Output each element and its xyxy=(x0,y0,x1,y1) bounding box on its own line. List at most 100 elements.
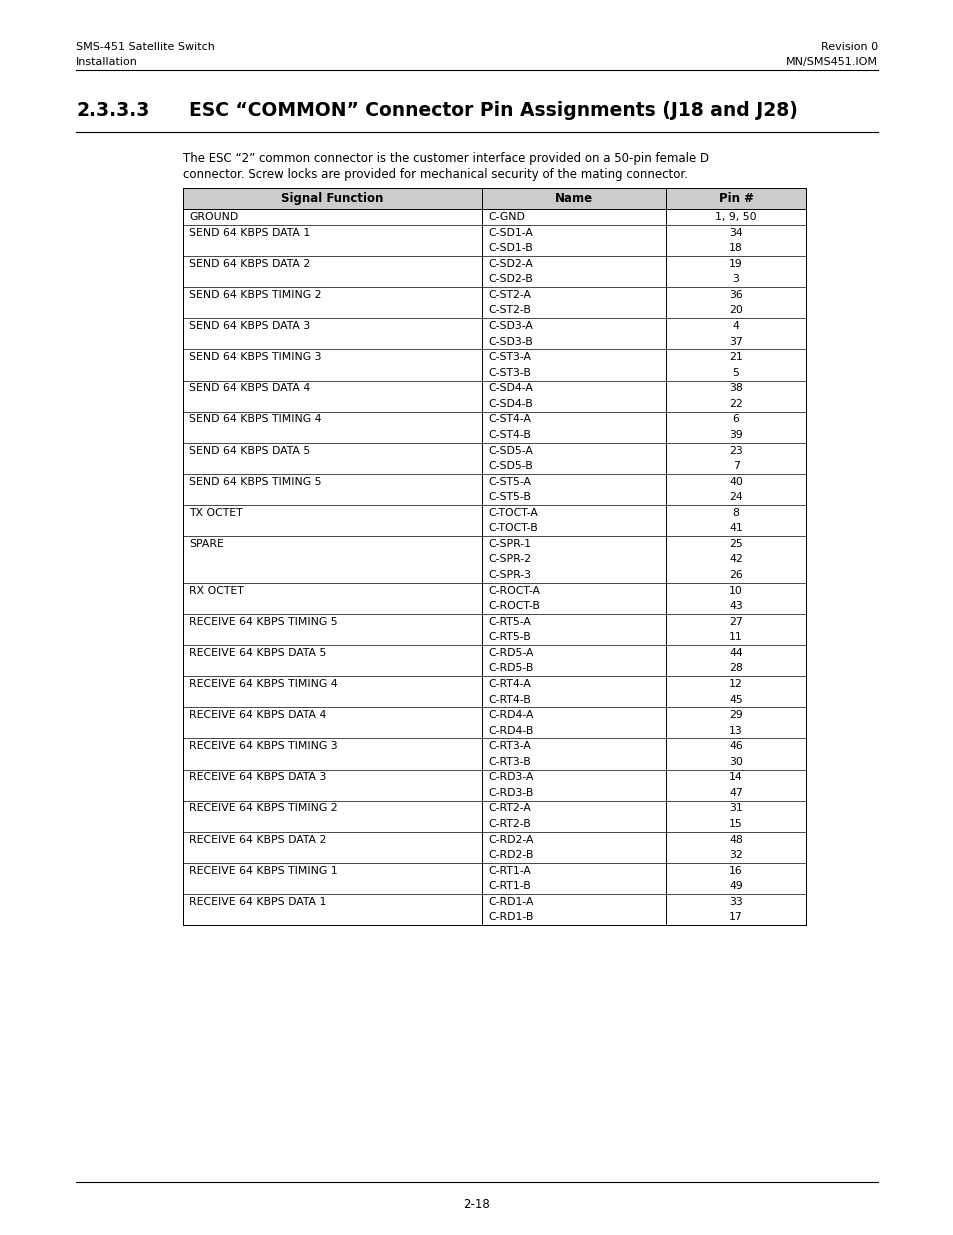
Text: 34: 34 xyxy=(728,227,742,237)
Text: 49: 49 xyxy=(728,882,742,892)
Text: C-RT5-A: C-RT5-A xyxy=(487,616,530,626)
Text: C-ST4-B: C-ST4-B xyxy=(487,430,530,440)
Bar xyxy=(183,188,805,925)
Text: RECEIVE 64 KBPS TIMING 2: RECEIVE 64 KBPS TIMING 2 xyxy=(189,804,337,814)
Text: C-RD2-A: C-RD2-A xyxy=(487,835,533,845)
Text: 10: 10 xyxy=(728,585,742,595)
Text: 18: 18 xyxy=(728,243,742,253)
Text: SPARE: SPARE xyxy=(189,538,224,548)
Text: RECEIVE 64 KBPS DATA 4: RECEIVE 64 KBPS DATA 4 xyxy=(189,710,326,720)
Text: C-ST2-B: C-ST2-B xyxy=(487,305,530,315)
Text: 39: 39 xyxy=(728,430,742,440)
Text: C-SD2-B: C-SD2-B xyxy=(487,274,532,284)
Text: C-RT2-A: C-RT2-A xyxy=(487,804,530,814)
Text: C-SD2-A: C-SD2-A xyxy=(487,259,532,269)
Text: RX OCTET: RX OCTET xyxy=(189,585,243,595)
Text: RECEIVE 64 KBPS TIMING 5: RECEIVE 64 KBPS TIMING 5 xyxy=(189,616,337,626)
Text: 33: 33 xyxy=(728,897,742,906)
Text: SEND 64 KBPS DATA 4: SEND 64 KBPS DATA 4 xyxy=(189,383,310,393)
Text: 42: 42 xyxy=(728,555,742,564)
Text: 12: 12 xyxy=(728,679,742,689)
Text: C-RD2-B: C-RD2-B xyxy=(487,850,533,860)
Text: SEND 64 KBPS DATA 2: SEND 64 KBPS DATA 2 xyxy=(189,259,310,269)
Text: 31: 31 xyxy=(728,804,742,814)
Text: C-ST3-A: C-ST3-A xyxy=(487,352,531,362)
Text: 2.3.3.3: 2.3.3.3 xyxy=(76,101,150,120)
Text: 44: 44 xyxy=(728,648,742,658)
Text: 48: 48 xyxy=(728,835,742,845)
Text: Pin #: Pin # xyxy=(718,191,753,205)
Text: C-TOCT-B: C-TOCT-B xyxy=(487,524,537,534)
Text: C-RT4-A: C-RT4-A xyxy=(487,679,530,689)
Text: C-RT1-A: C-RT1-A xyxy=(487,866,530,876)
Text: 36: 36 xyxy=(728,290,742,300)
Bar xyxy=(183,188,805,209)
Text: Installation: Installation xyxy=(76,57,138,67)
Text: 46: 46 xyxy=(728,741,742,751)
Text: 1, 9, 50: 1, 9, 50 xyxy=(715,212,756,222)
Text: C-SD5-B: C-SD5-B xyxy=(487,461,532,471)
Text: SEND 64 KBPS DATA 1: SEND 64 KBPS DATA 1 xyxy=(189,227,310,237)
Text: Name: Name xyxy=(555,191,593,205)
Text: 3: 3 xyxy=(732,274,739,284)
Text: SEND 64 KBPS DATA 3: SEND 64 KBPS DATA 3 xyxy=(189,321,310,331)
Text: 28: 28 xyxy=(728,663,742,673)
Text: GROUND: GROUND xyxy=(189,212,238,222)
Text: 19: 19 xyxy=(728,259,742,269)
Text: 7: 7 xyxy=(732,461,739,471)
Text: C-GND: C-GND xyxy=(487,212,524,222)
Text: C-RT4-B: C-RT4-B xyxy=(487,694,530,704)
Text: SEND 64 KBPS TIMING 4: SEND 64 KBPS TIMING 4 xyxy=(189,415,321,425)
Text: C-SPR-1: C-SPR-1 xyxy=(487,538,531,548)
Text: 4: 4 xyxy=(732,321,739,331)
Text: 21: 21 xyxy=(728,352,742,362)
Text: 29: 29 xyxy=(728,710,742,720)
Text: C-ST3-B: C-ST3-B xyxy=(487,368,530,378)
Text: 22: 22 xyxy=(728,399,742,409)
Text: 30: 30 xyxy=(728,757,742,767)
Text: RECEIVE 64 KBPS TIMING 3: RECEIVE 64 KBPS TIMING 3 xyxy=(189,741,337,751)
Text: connector. Screw locks are provided for mechanical security of the mating connec: connector. Screw locks are provided for … xyxy=(183,168,687,182)
Text: RECEIVE 64 KBPS DATA 2: RECEIVE 64 KBPS DATA 2 xyxy=(189,835,326,845)
Text: C-ST4-A: C-ST4-A xyxy=(487,415,531,425)
Text: C-RT2-B: C-RT2-B xyxy=(487,819,530,829)
Text: RECEIVE 64 KBPS DATA 1: RECEIVE 64 KBPS DATA 1 xyxy=(189,897,326,906)
Text: SEND 64 KBPS TIMING 2: SEND 64 KBPS TIMING 2 xyxy=(189,290,321,300)
Text: C-RD3-B: C-RD3-B xyxy=(487,788,533,798)
Text: SMS-451 Satellite Switch: SMS-451 Satellite Switch xyxy=(76,42,215,52)
Text: 5: 5 xyxy=(732,368,739,378)
Text: RECEIVE 64 KBPS DATA 3: RECEIVE 64 KBPS DATA 3 xyxy=(189,772,326,782)
Text: RECEIVE 64 KBPS TIMING 1: RECEIVE 64 KBPS TIMING 1 xyxy=(189,866,337,876)
Text: 8: 8 xyxy=(732,508,739,517)
Text: RECEIVE 64 KBPS DATA 5: RECEIVE 64 KBPS DATA 5 xyxy=(189,648,326,658)
Text: C-SD1-A: C-SD1-A xyxy=(487,227,532,237)
Text: C-SPR-2: C-SPR-2 xyxy=(487,555,531,564)
Text: RECEIVE 64 KBPS TIMING 4: RECEIVE 64 KBPS TIMING 4 xyxy=(189,679,337,689)
Text: 13: 13 xyxy=(728,726,742,736)
Text: C-ST5-B: C-ST5-B xyxy=(487,493,530,503)
Text: SEND 64 KBPS TIMING 3: SEND 64 KBPS TIMING 3 xyxy=(189,352,321,362)
Text: Signal Function: Signal Function xyxy=(281,191,383,205)
Text: 15: 15 xyxy=(728,819,742,829)
Text: C-ROCT-A: C-ROCT-A xyxy=(487,585,539,595)
Text: 40: 40 xyxy=(728,477,742,487)
Text: 17: 17 xyxy=(728,913,742,923)
Text: C-RT1-B: C-RT1-B xyxy=(487,882,530,892)
Text: C-SPR-3: C-SPR-3 xyxy=(487,571,531,580)
Text: 16: 16 xyxy=(728,866,742,876)
Text: C-SD3-A: C-SD3-A xyxy=(487,321,532,331)
Text: 45: 45 xyxy=(728,694,742,704)
Text: 43: 43 xyxy=(728,601,742,611)
Text: C-RT3-B: C-RT3-B xyxy=(487,757,530,767)
Text: C-SD4-A: C-SD4-A xyxy=(487,383,532,393)
Text: C-SD1-B: C-SD1-B xyxy=(487,243,532,253)
Text: SEND 64 KBPS TIMING 5: SEND 64 KBPS TIMING 5 xyxy=(189,477,321,487)
Text: 26: 26 xyxy=(728,571,742,580)
Text: C-RD4-A: C-RD4-A xyxy=(487,710,533,720)
Text: C-RT3-A: C-RT3-A xyxy=(487,741,530,751)
Text: C-RD1-A: C-RD1-A xyxy=(487,897,533,906)
Text: 11: 11 xyxy=(728,632,742,642)
Text: 37: 37 xyxy=(728,337,742,347)
Text: C-RD3-A: C-RD3-A xyxy=(487,772,533,782)
Text: C-RD4-B: C-RD4-B xyxy=(487,726,533,736)
